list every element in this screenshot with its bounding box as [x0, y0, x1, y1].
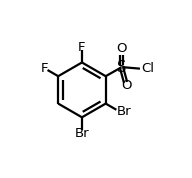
Text: O: O — [116, 42, 127, 55]
Text: O: O — [121, 79, 132, 92]
Text: F: F — [40, 62, 48, 75]
Text: S: S — [117, 60, 126, 75]
Text: Cl: Cl — [141, 62, 154, 75]
Text: F: F — [78, 41, 86, 54]
Text: Br: Br — [75, 127, 89, 140]
Text: Br: Br — [117, 105, 132, 118]
